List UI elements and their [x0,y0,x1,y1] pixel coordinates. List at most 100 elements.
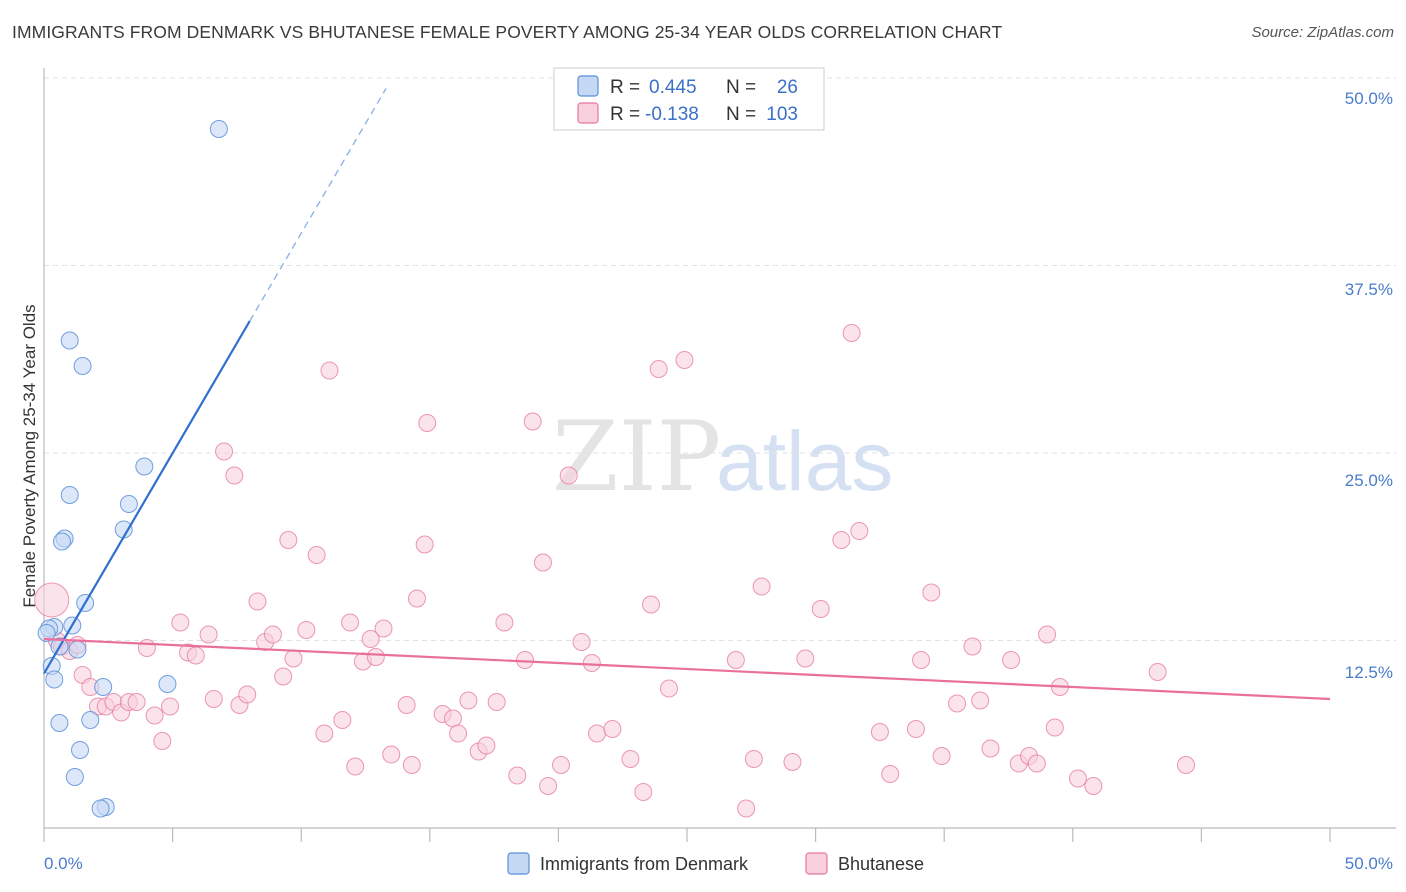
bhutanese-point-25 [238,685,257,704]
legend-swatch-bhutanese [577,102,599,124]
chart-title: IMMIGRANTS FROM DENMARK VS BHUTANESE FEM… [12,22,1003,42]
bhutanese-point-83 [850,522,869,540]
bhutanese-point-21 [204,690,223,708]
legend-r-label-denmark: R = [610,77,640,98]
bhutanese-point-73 [675,351,694,369]
bhutanese-point-77 [752,577,771,596]
denmark-point-17 [94,678,113,696]
bhutanese-point-54 [477,736,496,755]
bhutanese-point-75 [737,799,756,818]
denmark-point-8 [53,532,72,551]
y-tick-label-25: 25.0% [1345,471,1393,490]
legend-swatch-denmark [577,75,599,97]
bhutanese-point-40 [361,630,380,648]
bhutanese-point-93 [981,739,1000,758]
series-legend: Immigrants from Denmark Bhutanese [507,852,924,875]
denmark-point-21 [71,741,90,759]
series-legend-label-denmark: Immigrants from Denmark [540,854,749,874]
watermark: ZIP atlas [552,401,893,513]
bhutanese-point-72 [659,679,678,698]
denmark-point-24 [91,799,110,818]
bhutanese-point-41 [366,648,385,666]
bhutanese-point-64 [572,633,591,651]
bhutanese-point-65 [582,654,601,672]
denmark-point-5 [119,495,138,513]
denmark-point-22 [65,768,84,786]
watermark-atlas: atlas [716,414,893,508]
bhutanese-point-80 [811,600,830,618]
bhutanese-point-84 [870,723,889,741]
bhutanese-point-51 [449,724,468,743]
bhutanese-point-48 [418,414,437,432]
bhutanese-point-79 [796,649,815,668]
bhutanese-point-38 [346,757,365,776]
bhutanese-point-74 [726,651,745,669]
bhutanese-point-20 [199,625,218,644]
legend-n-label-denmark: N = [726,77,756,98]
bhutanese-point-32 [297,621,316,639]
denmark-point-1 [60,331,79,350]
bhutanese-point-78 [783,753,802,771]
denmark-point-16 [45,670,64,689]
stats-legend: R = 0.445 N = 26 R = -0.138 N = 103 [553,67,825,131]
bhutanese-point-26 [248,592,267,611]
denmark-point-25 [37,624,56,642]
legend-n-value-bhutanese: 103 [766,104,798,125]
watermark-zip: ZIP [552,401,721,513]
bhutanese-point-94 [1002,651,1021,669]
bhutanese-point-58 [515,651,534,669]
bhutanese-point-69 [634,783,653,801]
bhutanese-point-46 [407,589,426,608]
bhutanese-point-76 [744,750,763,768]
bhutanese-point-99 [1045,718,1064,737]
bhutanese-point-103 [1148,663,1167,681]
bhutanese-point-13 [137,639,156,657]
bhutanese-point-97 [1027,754,1046,773]
bhutanese-point-14 [145,706,164,725]
denmark-point-18 [158,675,177,693]
bhutanese-point-16 [161,697,180,716]
bhutanese-point-22 [215,442,234,461]
bhutanese-point-42 [374,619,393,638]
bhutanese-point-98 [1038,625,1057,644]
denmark-trend-extension [249,88,387,322]
bhutanese-point-12 [127,693,146,711]
bhutanese-point-59 [523,412,542,431]
bhutanese-point-89 [932,747,951,765]
bhutanese-point-31 [284,649,303,668]
bhutanese-point-91 [963,637,982,656]
legend-n-value-denmark: 26 [777,77,798,98]
bhutanese-point-67 [603,720,622,738]
trend-lines [43,88,1331,701]
bhutanese-point-104 [1176,756,1195,774]
bhutanese-point-66 [587,724,606,743]
denmark-point-19 [50,714,69,732]
bhutanese-point-56 [495,613,514,632]
denmark-point-20 [81,711,100,729]
bhutanese-point-81 [832,531,851,549]
legend-n-label-bhutanese: N = [726,104,756,125]
y-axis-title: Female Poverty Among 25-34 Year Olds [20,304,39,607]
bhutanese-point-28 [263,625,282,644]
y-tick-labels: 12.5% 25.0% 37.5% 50.0% [1345,89,1393,682]
series-legend-label-bhutanese: Bhutanese [838,854,924,874]
bhutanese-point-57 [508,766,527,785]
bhutanese-point-60 [533,553,552,572]
bhutanese-point-37 [341,613,360,632]
bhutanese-point-23 [225,466,244,485]
bhutanese-point-71 [649,360,668,378]
denmark-point-2 [73,357,92,375]
bhutanese-point-34 [315,724,334,743]
legend-r-value-denmark: 0.445 [649,77,697,98]
x-tick-label-0: 0.0% [44,854,83,873]
bhutanese-point-90 [948,694,967,713]
denmark-point-14 [68,640,87,659]
bhutanese-point-70 [641,595,660,614]
bhutanese-point-62 [551,756,570,774]
denmark-point-4 [60,486,79,504]
series-legend-swatch-bhutanese [805,852,828,875]
denmark-point-0 [209,120,228,138]
bhutanese-point-87 [912,651,931,669]
bhutanese-trend-line [43,637,1331,701]
x-tick-label-50: 50.0% [1345,854,1393,873]
